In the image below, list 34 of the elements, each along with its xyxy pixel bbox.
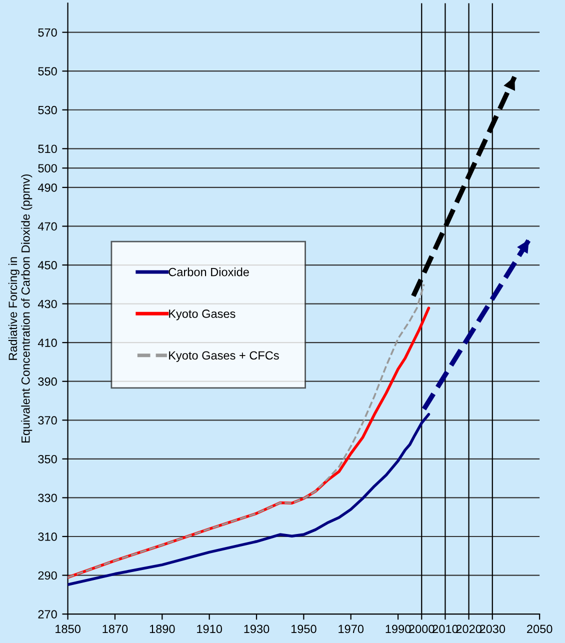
legend-label: Carbon Dioxide [168,268,249,276]
y-tick-label: 270 [38,610,57,618]
y-tick-label: 350 [38,454,57,464]
x-tick-label: 2020 [456,624,482,634]
x-tick-label: 1950 [291,624,316,634]
x-tick-label: 2050 [527,624,552,634]
x-tick-label: 1890 [150,624,175,634]
y-tick-label: 550 [38,67,57,76]
y-tick-label: 370 [38,416,57,425]
x-tick-label: 2010 [432,624,458,634]
legend-label: Kyoto Gases [169,310,236,320]
y-tick-label: 510 [38,144,57,154]
x-tick-label: 1970 [338,624,364,634]
x-tick-label: 2000 [409,624,434,634]
x-tick-label: 1930 [244,624,270,634]
y-tick-label: 290 [38,571,57,580]
y-tick-label: 490 [38,183,57,192]
y-tick-label: 430 [38,300,57,308]
y-tick-label: 390 [38,377,57,386]
x-tick-label: 1870 [102,624,128,634]
x-tick-label: 1910 [197,624,222,634]
y-tick-label: 410 [38,338,57,347]
y-tick-label: 570 [38,28,57,37]
y-tick-label: 500 [38,164,57,172]
y-tick-label: 450 [38,261,57,270]
y-axis-title: Radiative Forcing in Equivalent Concentration of Carbon Dioxide (ppmv) [8,174,32,443]
x-tick-label: 1850 [56,624,80,634]
legend-label: Kyoto Gases + CFCs [169,351,279,362]
y-tick-label: 530 [38,106,57,114]
x-tick-label: 1990 [386,624,411,634]
y-tick-label: 310 [38,532,57,541]
x-tick-label: 2030 [480,624,506,634]
y-tick-label: 470 [38,222,57,231]
y-tick-label: 330 [38,494,57,502]
